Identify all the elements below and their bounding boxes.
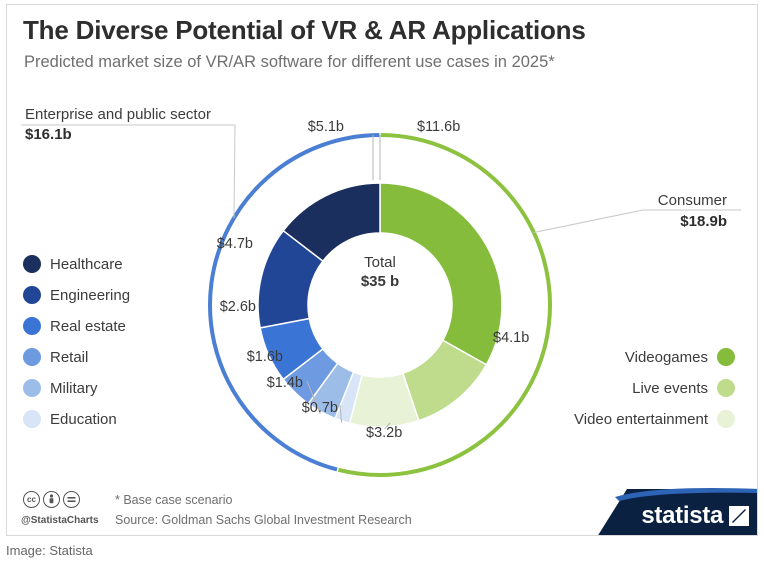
legend-swatch-education [23, 410, 41, 428]
legend-swatch-healthcare [23, 255, 41, 273]
value-label-education: $0.7b [302, 400, 338, 416]
equals-icon [67, 497, 76, 502]
legend-label-retail: Retail [50, 348, 89, 366]
legend-swatch-video-entertainment [717, 410, 735, 428]
value-label-live-events: $4.1b [493, 330, 529, 346]
legend-swatch-retail [23, 348, 41, 366]
source-note: Source: Goldman Sachs Global Investment … [115, 513, 412, 527]
chart-title: The Diverse Potential of VR & AR Applica… [23, 15, 586, 45]
statista-logo-icon [729, 506, 749, 526]
brand-background [598, 488, 757, 535]
leader-consumer [533, 209, 741, 233]
legend-item-live-events: Live events [632, 379, 735, 397]
statista-brand[interactable]: statista [597, 485, 757, 535]
group-total-consumer: $18.9b [680, 213, 727, 230]
legend-item-healthcare: Healthcare [23, 255, 123, 273]
leader-video-entertainment [384, 422, 391, 430]
legend-label-videogames: Videogames [624, 348, 708, 366]
legend-item-retail: Retail [23, 348, 88, 366]
group-name-consumer: Consumer [657, 192, 727, 209]
chart-subtitle: Predicted market size of VR/AR software … [24, 53, 555, 71]
legend-swatch-military [23, 379, 41, 397]
group-name-enterprise: Enterprise and public sector [25, 106, 211, 123]
legend-item-real-estate: Real estate [23, 317, 126, 335]
chart-card: The Diverse Potential of VR & AR Applica… [6, 4, 758, 536]
slice-videogames[interactable] [379, 182, 503, 366]
legend-label-video-entertainment: Video entertainment [574, 410, 708, 428]
leader-education [339, 404, 343, 423]
legend-swatch-videogames [717, 348, 735, 366]
legend-item-videogames: Videogames [625, 348, 735, 366]
value-label-healthcare: $5.1b [308, 119, 344, 135]
leader-enterprise [21, 124, 236, 218]
leader-military [306, 380, 321, 414]
statista-logo-text: statista [641, 502, 723, 529]
slice-healthcare[interactable] [282, 182, 381, 263]
legend-label-engineering: Engineering [50, 286, 131, 304]
donut-chart: $11.6b $4.1b $3.2b $0.7b $1.4b $1.6b $2.6b $4.7… [21, 119, 741, 477]
statista-handle: @StatistaCharts [21, 515, 99, 526]
group-ring-enterprise-and-public-sector [207, 133, 380, 472]
no-derivatives-icon [63, 491, 80, 508]
value-label-real-estate: $2.6b [220, 299, 256, 315]
group-ring-consumer [337, 133, 552, 477]
legend-label-education: Education [50, 410, 117, 428]
footnote: * Base case scenario [115, 493, 233, 507]
license-icons: cc [23, 491, 80, 508]
value-label-engineering: $4.7b [217, 236, 253, 252]
legend-label-real-estate: Real estate [50, 317, 126, 335]
legend-swatch-live-events [717, 379, 735, 397]
legend-label-military: Military [50, 379, 98, 397]
cc-icon: cc [23, 491, 40, 508]
legend-swatch-engineering [23, 286, 41, 304]
center-total-value: $35 b [361, 273, 399, 290]
image-caption: Image: Statista [6, 543, 93, 558]
legend-item-education: Education [23, 410, 117, 428]
value-label-military: $1.4b [267, 375, 303, 391]
person-icon [49, 494, 54, 504]
value-label-videogames: $11.6b [417, 119, 460, 135]
legend-item-engineering: Engineering [23, 286, 130, 304]
attribution-icon [43, 491, 60, 508]
legend-item-military: Military [23, 379, 98, 397]
group-total-enterprise: $16.1b [25, 126, 72, 143]
legend-label-healthcare: Healthcare [50, 255, 123, 273]
center-total-label: Total [364, 254, 396, 271]
legend-label-live-events: Live events [632, 379, 708, 397]
legend-swatch-real-estate [23, 317, 41, 335]
legend-item-video-entertainment: Video entertainment [574, 410, 735, 428]
value-label-retail: $1.6b [247, 349, 283, 365]
value-label-video-entertainment: $3.2b [366, 425, 402, 441]
